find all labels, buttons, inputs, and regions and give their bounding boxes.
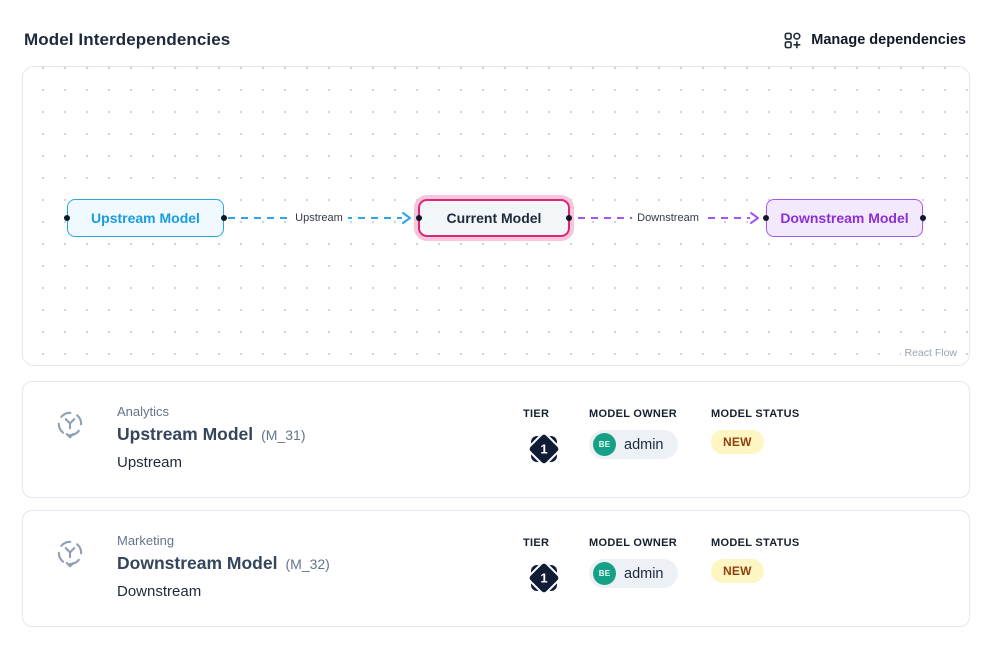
owner-avatar: BE	[593, 433, 616, 456]
tier-label: TIER	[523, 537, 550, 549]
edge-upstream-label: Upstream	[290, 211, 348, 225]
node-handle[interactable]	[763, 215, 769, 221]
node-current-model[interactable]: Current Model	[416, 199, 572, 237]
model-description: Upstream	[117, 454, 183, 471]
owner-name: admin	[624, 565, 664, 582]
model-name: Downstream Model	[117, 553, 278, 573]
owner-name: admin	[624, 436, 664, 453]
react-flow-attribution[interactable]: React Flow	[901, 346, 960, 360]
status-badge: NEW	[711, 430, 764, 454]
model-domain: Analytics	[117, 404, 170, 419]
node-handle[interactable]	[566, 215, 572, 221]
model-owner-label: MODEL OWNER	[589, 408, 678, 420]
dependency-model-icon	[53, 408, 87, 447]
tier-column: TIER 1	[523, 408, 589, 468]
node-upstream-model[interactable]: Upstream Model	[64, 199, 227, 237]
edge-downstream: Downstream	[578, 211, 759, 225]
model-owner-label: MODEL OWNER	[589, 537, 678, 549]
model-owner-pill: BE admin	[589, 559, 678, 588]
manage-dependencies-button[interactable]: Manage dependencies	[783, 31, 966, 50]
manage-dependencies-label: Manage dependencies	[811, 32, 966, 48]
owner-avatar: BE	[593, 562, 616, 585]
tier-badge: 1	[525, 430, 563, 468]
node-current-label: Current Model	[446, 210, 542, 226]
model-card-downstream[interactable]: Marketing Downstream Model (M_32) Downst…	[22, 510, 970, 627]
model-description: Downstream	[117, 583, 202, 600]
dependency-graph-canvas[interactable]: Upstream Model Upstream Current Model Do…	[22, 66, 970, 366]
model-owner-column: MODEL OWNER BE admin	[589, 537, 678, 588]
page-header: Model Interdependencies Manage dependenc…	[0, 0, 992, 66]
model-status-label: MODEL STATUS	[711, 408, 800, 420]
model-domain: Marketing	[117, 533, 175, 548]
model-owner-column: MODEL OWNER BE admin	[589, 408, 678, 459]
tier-value: 1	[540, 570, 548, 586]
node-handle[interactable]	[416, 215, 422, 221]
tier-column: TIER 1	[523, 537, 589, 597]
node-handle[interactable]	[64, 215, 70, 221]
status-badge: NEW	[711, 559, 764, 583]
tier-badge: 1	[525, 559, 563, 597]
model-code: (M_31)	[261, 427, 306, 443]
dependency-model-icon	[53, 537, 87, 576]
model-code: (M_32)	[285, 556, 330, 572]
node-upstream-label: Upstream Model	[91, 210, 200, 226]
model-owner-pill: BE admin	[589, 430, 678, 459]
model-card-text: Marketing Downstream Model (M_32) Downst…	[117, 533, 330, 600]
node-downstream-label: Downstream Model	[780, 210, 909, 226]
edge-upstream-arrowhead	[400, 211, 412, 230]
model-status-column: MODEL STATUS NEW	[711, 537, 800, 583]
manage-dependencies-icon	[783, 31, 802, 50]
model-status-column: MODEL STATUS NEW	[711, 408, 800, 454]
node-handle[interactable]	[920, 215, 926, 221]
node-downstream-model[interactable]: Downstream Model	[763, 199, 926, 237]
model-status-label: MODEL STATUS	[711, 537, 800, 549]
model-card-text: Analytics Upstream Model (M_31) Upstream	[117, 404, 306, 471]
edge-upstream: Upstream	[228, 211, 411, 225]
edge-downstream-label: Downstream	[632, 211, 704, 225]
node-handle[interactable]	[221, 215, 227, 221]
model-card-upstream[interactable]: Analytics Upstream Model (M_31) Upstream…	[22, 381, 970, 498]
model-name: Upstream Model	[117, 424, 254, 444]
edge-downstream-arrowhead	[748, 211, 760, 230]
tier-label: TIER	[523, 408, 550, 420]
tier-value: 1	[540, 441, 548, 457]
page-title: Model Interdependencies	[24, 30, 231, 49]
